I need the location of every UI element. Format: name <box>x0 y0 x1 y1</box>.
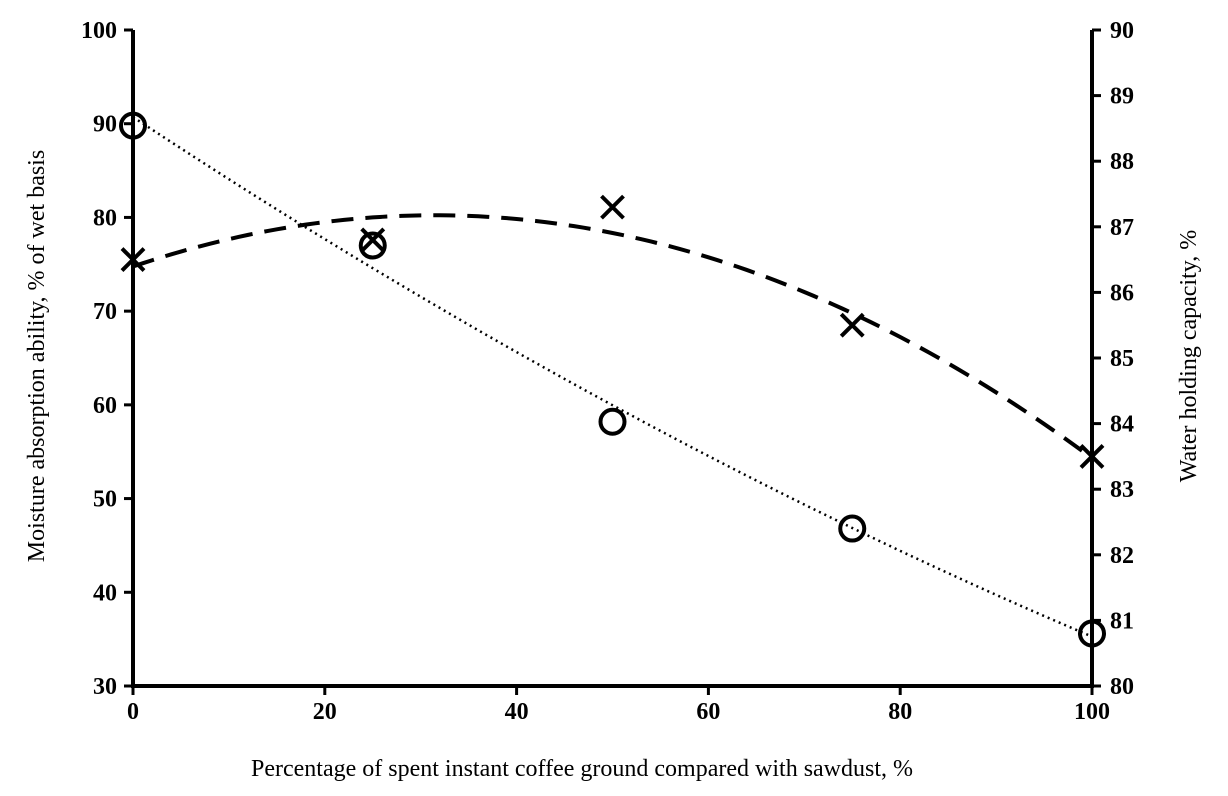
y-right-tick-label: 82 <box>1110 543 1134 569</box>
x-point <box>120 247 146 273</box>
y-left-tick-label: 40 <box>93 580 117 606</box>
x-tick-label: 100 <box>1074 699 1110 725</box>
x-point <box>839 312 865 338</box>
y-axis-left-label: Moisture absorption ability, % of wet ba… <box>24 150 50 562</box>
y-right-tick-label: 88 <box>1110 149 1134 175</box>
tick-labels: 0 20 40 60 80 1003040506070809010080818283848… <box>81 18 1134 725</box>
x-point-stroke <box>120 247 146 273</box>
x-tick-label: 20 <box>313 699 337 725</box>
y-right-tick-label: 90 <box>1110 18 1134 44</box>
x-point <box>360 227 386 253</box>
y-left-tick-label: 100 <box>81 18 117 44</box>
y-left-tick-label: 80 <box>93 205 117 231</box>
x-tick-label: 80 <box>888 699 912 725</box>
y-right-tick-label: 83 <box>1110 477 1134 503</box>
circle-point <box>598 407 627 436</box>
circle-point <box>119 111 147 140</box>
x-point-stroke <box>360 227 386 253</box>
y-left-tick-label: 70 <box>93 299 117 325</box>
x-point <box>600 194 625 220</box>
x-tick-label: 40 <box>505 699 529 725</box>
x-point <box>1079 443 1105 469</box>
y-right-tick-label: 81 <box>1110 608 1134 634</box>
y-left-tick-label: 50 <box>93 487 117 513</box>
x-point-stroke <box>839 312 865 338</box>
circle-point <box>838 514 867 543</box>
y-right-tick-label: 84 <box>1110 412 1134 438</box>
y-right-tick-label: 87 <box>1110 215 1134 241</box>
y-left-tick-label: 30 <box>93 674 117 700</box>
x-tick-label: 0 <box>127 699 139 725</box>
y-left-tick-label: 90 <box>93 112 117 138</box>
x-axis-label: Percentage of spent instant coffee groun… <box>251 756 913 782</box>
trendline-dashed <box>132 213 1094 460</box>
y-axis-right-label: Water holding capacity, % <box>1176 230 1202 482</box>
axes <box>124 28 1101 695</box>
x-point-stroke <box>1079 443 1105 469</box>
circle-point <box>358 231 387 260</box>
y-left-tick-label: 60 <box>93 393 117 419</box>
y-right-tick-label: 80 <box>1110 674 1134 700</box>
data-points <box>119 111 1106 648</box>
x-tick-label: 60 <box>696 699 720 725</box>
y-right-tick-label: 89 <box>1110 84 1134 110</box>
circle-point <box>1078 619 1106 648</box>
trendlines <box>132 115 1094 638</box>
y-right-tick-label: 85 <box>1110 346 1134 372</box>
x-point-stroke <box>600 194 625 220</box>
trendline-dotted <box>132 115 1093 638</box>
y-right-tick-label: 86 <box>1110 280 1134 306</box>
